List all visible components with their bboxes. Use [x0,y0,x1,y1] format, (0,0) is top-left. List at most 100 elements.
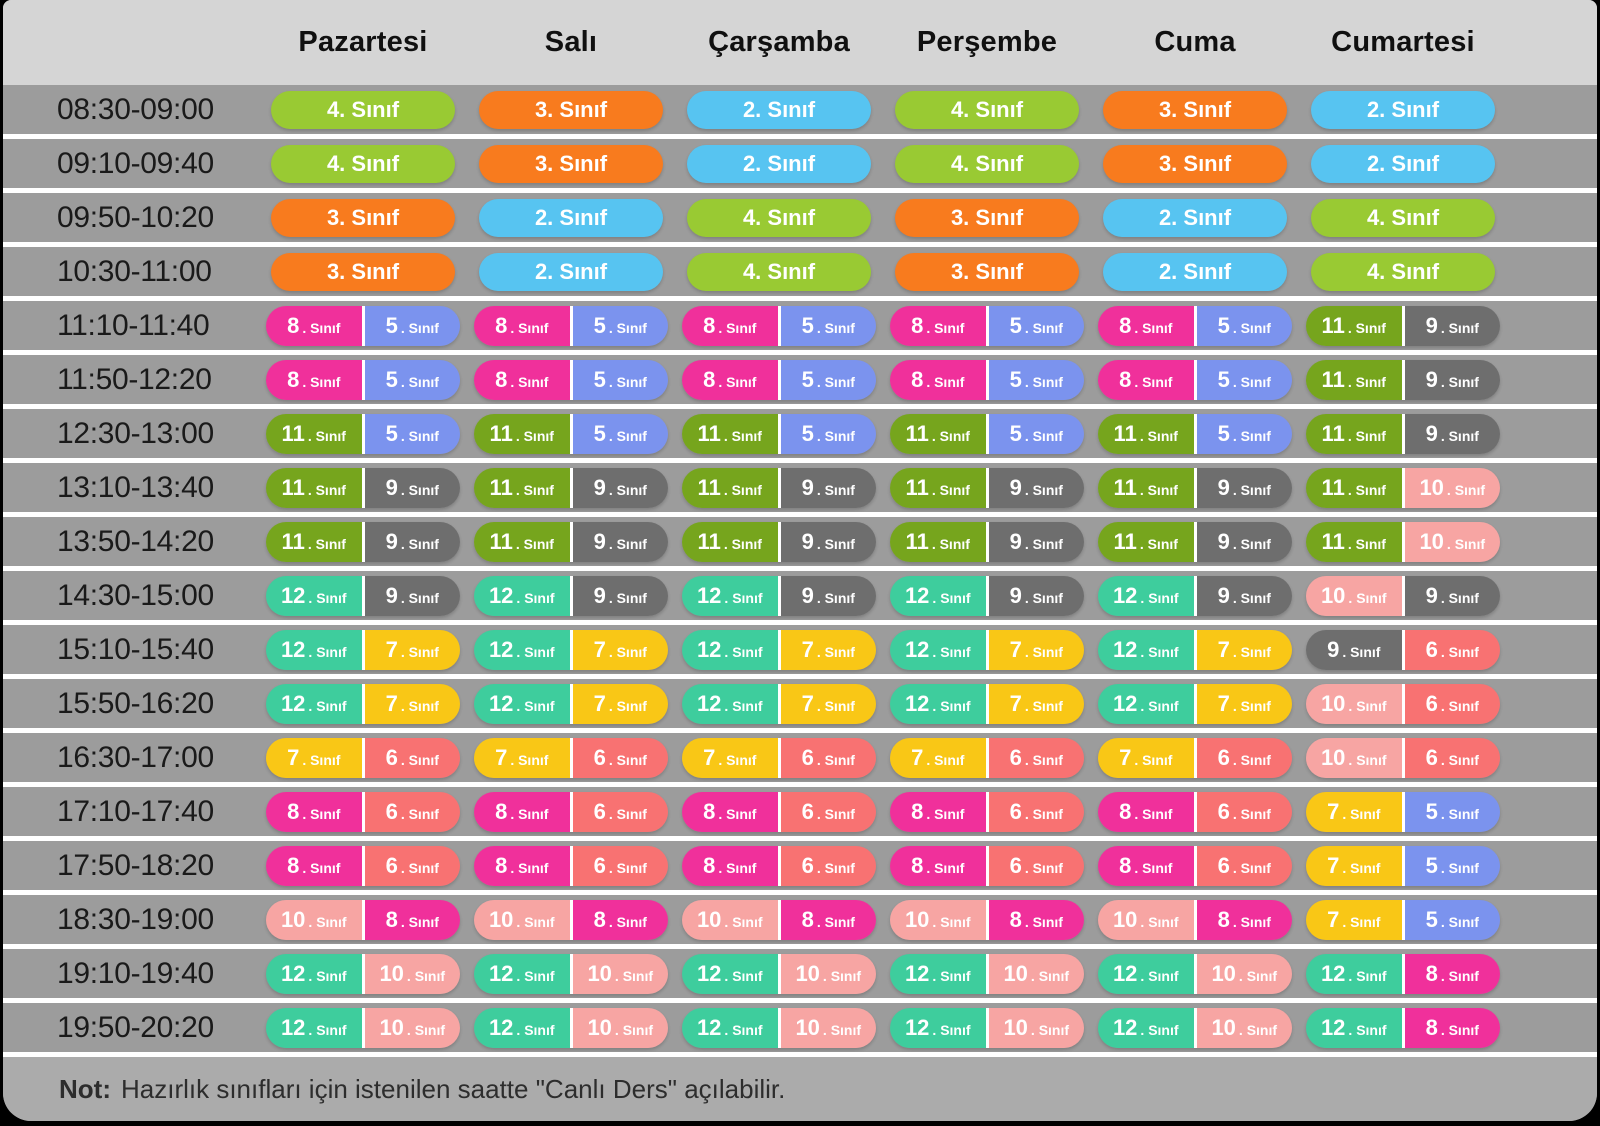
class-pill: 2. Sınıf [1103,252,1287,291]
grade-number: 8 [495,312,508,338]
time-row: 13:10-13:40 11. Sınıf 9. Sınıf 11. Sınıf 9. … [3,458,1597,512]
day-cell: 3. Sınıf [1091,144,1299,183]
class-pill-right: 8. Sınıf [1404,953,1500,994]
day-cell: 8. Sınıf 6. Sınıf [1091,845,1299,886]
class-pill-pair: 12. Sınıf 10. Sınıf [1098,953,1292,994]
time-label: 14:30-15:00 [57,578,214,612]
class-pill-right: 10. Sınıf [364,953,460,994]
class-pill-left: 12. Sınıf [682,629,778,670]
class-pill-left: 12. Sınıf [1098,683,1194,724]
grade-number: 11 [489,420,513,446]
class-pill-left: 8. Sınıf [1098,305,1194,346]
class-pill-pair: 11. Sınıf 9. Sınıf [890,467,1084,508]
class-pill-pair: 8. Sınıf 6. Sınıf [474,845,668,886]
class-pill-right: 6. Sınıf [988,791,1084,832]
grade-suffix: . Sınıf [1140,1021,1179,1038]
class-pill-pair: 11. Sınıf 5. Sınıf [474,413,668,454]
day-cell: 8. Sınıf 6. Sınıf [467,791,675,832]
day-cell: 12. Sınıf 9. Sınıf [883,575,1091,616]
pill-divider [1193,359,1197,400]
grade-suffix: . Sınıf [1440,805,1479,822]
grade-number: 8 [1009,906,1022,932]
class-pill-pair: 8. Sınıf 6. Sınıf [474,791,668,832]
class-pill-pair: 12. Sınıf 10. Sınıf [1098,1007,1292,1048]
time-row: 11:10-11:40 8. Sınıf 5. Sınıf 8. Sınıf 5. Sı… [3,296,1597,350]
grade-suffix: . Sınıf [1440,643,1479,660]
grade-number: 9 [593,528,606,554]
grade-suffix: . Sınıf [926,319,965,336]
grade-suffix: . Sınıf [1348,1021,1387,1038]
pill-divider [1193,467,1197,508]
class-pill-right: 9. Sınıf [988,467,1084,508]
grade-number: 10 [379,1014,404,1040]
class-pill-right: 5. Sınıf [1404,899,1500,940]
class-pill-pair: 11. Sınıf 5. Sınıf [682,413,876,454]
class-pill-pair: 12. Sınıf 7. Sınıf [266,629,460,670]
day-header: Pazartesi [298,26,428,58]
class-pill: 2. Sınıf [1311,90,1495,129]
grade-number: 8 [593,906,606,932]
day-cell: 11. Sınıf 5. Sınıf [259,413,467,454]
grade-suffix: . Sınıf [1232,643,1271,660]
pill-divider [985,845,989,886]
day-cell: 11. Sınıf 9. Sınıf [467,521,675,562]
class-pill-right: 9. Sınıf [1196,521,1292,562]
grade-suffix: . Sınıf [816,697,855,714]
grade-suffix: . Sınıf [724,697,763,714]
class-pill-pair: 12. Sınıf 7. Sınıf [682,683,876,724]
grade-number: 12 [1112,690,1138,716]
day-cell: 11. Sınıf 9. Sınıf [883,521,1091,562]
grade-suffix: . Sınıf [614,967,654,984]
class-pill-right: 9. Sınıf [572,467,668,508]
grade-suffix: . Sınıf [400,859,439,876]
day-cell: 12. Sınıf 9. Sınıf [1091,575,1299,616]
time-label: 11:50-12:20 [57,362,212,396]
grade-suffix: . Sınıf [400,373,439,390]
grade-suffix: . Sınıf [816,859,855,876]
class-pill: 4. Sınıf [687,198,871,237]
class-pill-right: 8. Sınıf [1404,1007,1500,1048]
class-pill-left: 11. Sınıf [474,521,570,562]
grade-suffix: . Sınıf [1024,859,1063,876]
grade-suffix: . Sınıf [608,913,647,930]
day-cell: 12. Sınıf 10. Sınıf [467,953,675,994]
grade-number: 8 [703,312,716,338]
class-pill: 3. Sınıf [1103,144,1287,183]
class-pill-left: 7. Sınıf [266,737,362,778]
class-pill-right: 6. Sınıf [988,845,1084,886]
class-pill-pair: 11. Sınıf 9. Sınıf [1306,359,1500,400]
class-pill-pair: 12. Sınıf 9. Sınıf [474,575,668,616]
grade-suffix: . Sınıf [816,751,855,768]
grade-number: 9 [1217,582,1230,608]
grade-suffix: . Sınıf [724,967,763,984]
note-label: Not: [59,1073,111,1104]
grade-suffix: . Sınıf [723,535,762,552]
grade-number: 7 [1217,636,1230,662]
pill-divider [1401,521,1405,562]
grade-number: 11 [1321,312,1345,338]
grade-suffix: . Sınıf [816,805,855,822]
grade-number: 6 [593,798,606,824]
class-pill-pair: 7. Sınıf 6. Sınıf [890,737,1084,778]
class-pill-right: 7. Sınıf [364,683,460,724]
day-cell: 8. Sınıf 6. Sınıf [675,791,883,832]
grade-number: 5 [385,312,398,338]
note-text: Hazırlık sınıfları için istenilen saatte… [120,1073,786,1104]
grade-number: 8 [1425,1014,1438,1040]
pill-divider [777,845,781,886]
grade-suffix: . Sınıf [718,859,757,876]
class-pill-right: 7. Sınıf [780,683,876,724]
class-pill-left: 11. Sınıf [1306,413,1402,454]
pill-divider [1193,899,1197,940]
day-cell: 7. Sınıf 5. Sınıf [1299,845,1507,886]
grade-number: 6 [385,744,398,770]
grade-number: 7 [1327,798,1340,824]
time-label: 11:10-11:40 [57,308,210,342]
class-pill-left: 8. Sınıf [682,359,778,400]
class-pill-left: 11. Sınıf [266,413,362,454]
grade-number: 12 [280,636,306,662]
class-pill-left: 7. Sınıf [682,737,778,778]
grade-number: 6 [801,798,814,824]
grade-number: 12 [904,960,930,986]
grade-number: 8 [495,852,508,878]
